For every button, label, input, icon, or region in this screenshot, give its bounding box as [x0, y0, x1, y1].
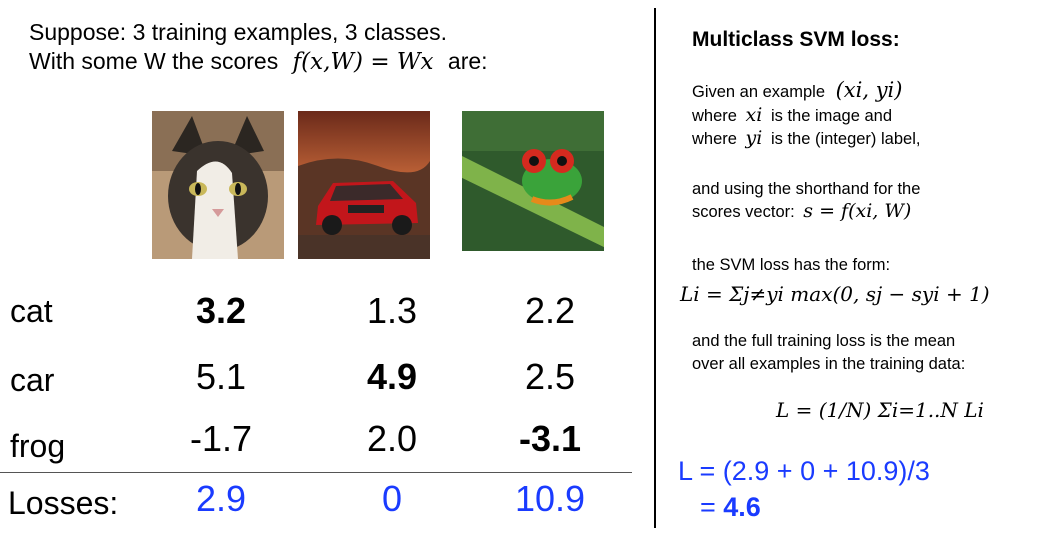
- yi-variable: yi: [745, 127, 763, 149]
- score-cat-2: 1.3: [366, 290, 418, 331]
- result-line-2: = 4.6: [700, 492, 761, 523]
- result-value: 4.6: [723, 492, 761, 522]
- frog-image: [462, 111, 604, 251]
- xi-variable: xi: [745, 104, 763, 126]
- where-label-line: where yi is the (integer) label,: [692, 129, 920, 149]
- where-image-line: where xi is the image and: [692, 106, 892, 126]
- losses-label: Losses:: [8, 485, 119, 521]
- example-formula: (xi, yi): [835, 78, 903, 102]
- score-car-2: 4.9: [366, 356, 418, 397]
- cat-image: [152, 111, 284, 259]
- scores-vector-formula: s = f(xi, W): [803, 200, 912, 222]
- score-frog-2: 2.0: [366, 418, 418, 459]
- score-function-formula: f(x,W) = Wx: [292, 49, 434, 75]
- given-prefix: Given an example: [692, 83, 825, 101]
- vertical-divider: [654, 8, 656, 528]
- loss-value-1: 2.9: [195, 478, 247, 519]
- where-prefix-1: where: [692, 107, 737, 125]
- table-divider: [0, 472, 632, 473]
- where-suffix-2: is the (integer) label,: [770, 130, 921, 148]
- full-loss-line-1: and the full training loss is the mean: [692, 332, 956, 350]
- score-frog-3: -3.1: [518, 418, 582, 459]
- result-equals: =: [700, 492, 724, 522]
- loss-value-2: 0: [381, 478, 403, 519]
- intro-line-2: With some W the scores f(x,W) = Wx are:: [29, 47, 488, 76]
- right-title: Multiclass SVM loss:: [692, 28, 900, 51]
- intro-line-2-prefix: With some W the scores: [29, 48, 279, 74]
- intro-line-2-suffix: are:: [447, 48, 488, 74]
- shorthand-line-1: and using the shorthand for the: [692, 180, 921, 198]
- where-prefix-2: where: [692, 130, 737, 148]
- shorthand-prefix: scores vector:: [692, 203, 795, 221]
- mean-loss-formula: L = (1/N) Σi=1..N Li: [776, 398, 984, 422]
- row-label-car: car: [10, 362, 55, 398]
- form-line: the SVM loss has the form:: [692, 256, 891, 274]
- score-car-3: 2.5: [524, 356, 576, 397]
- given-line: Given an example (xi, yi): [692, 78, 903, 102]
- intro-line-1: Suppose: 3 training examples, 3 classes.: [29, 19, 448, 45]
- where-suffix-1: is the image and: [770, 107, 893, 125]
- result-line-1: L = (2.9 + 0 + 10.9)/3: [678, 456, 930, 486]
- loss-value-3: 10.9: [514, 478, 586, 519]
- svm-loss-formula: Li = Σj≠yi max(0, sj − syi + 1): [680, 282, 990, 306]
- row-label-cat: cat: [10, 293, 53, 329]
- shorthand-line-2: scores vector: s = f(xi, W): [692, 202, 911, 222]
- car-image: [298, 111, 430, 259]
- full-loss-line-2: over all examples in the training data:: [692, 355, 966, 373]
- score-car-1: 5.1: [195, 356, 247, 397]
- row-label-frog: frog: [10, 428, 66, 464]
- score-cat-1: 3.2: [195, 290, 247, 331]
- score-cat-3: 2.2: [524, 290, 576, 331]
- score-frog-1: -1.7: [189, 418, 253, 459]
